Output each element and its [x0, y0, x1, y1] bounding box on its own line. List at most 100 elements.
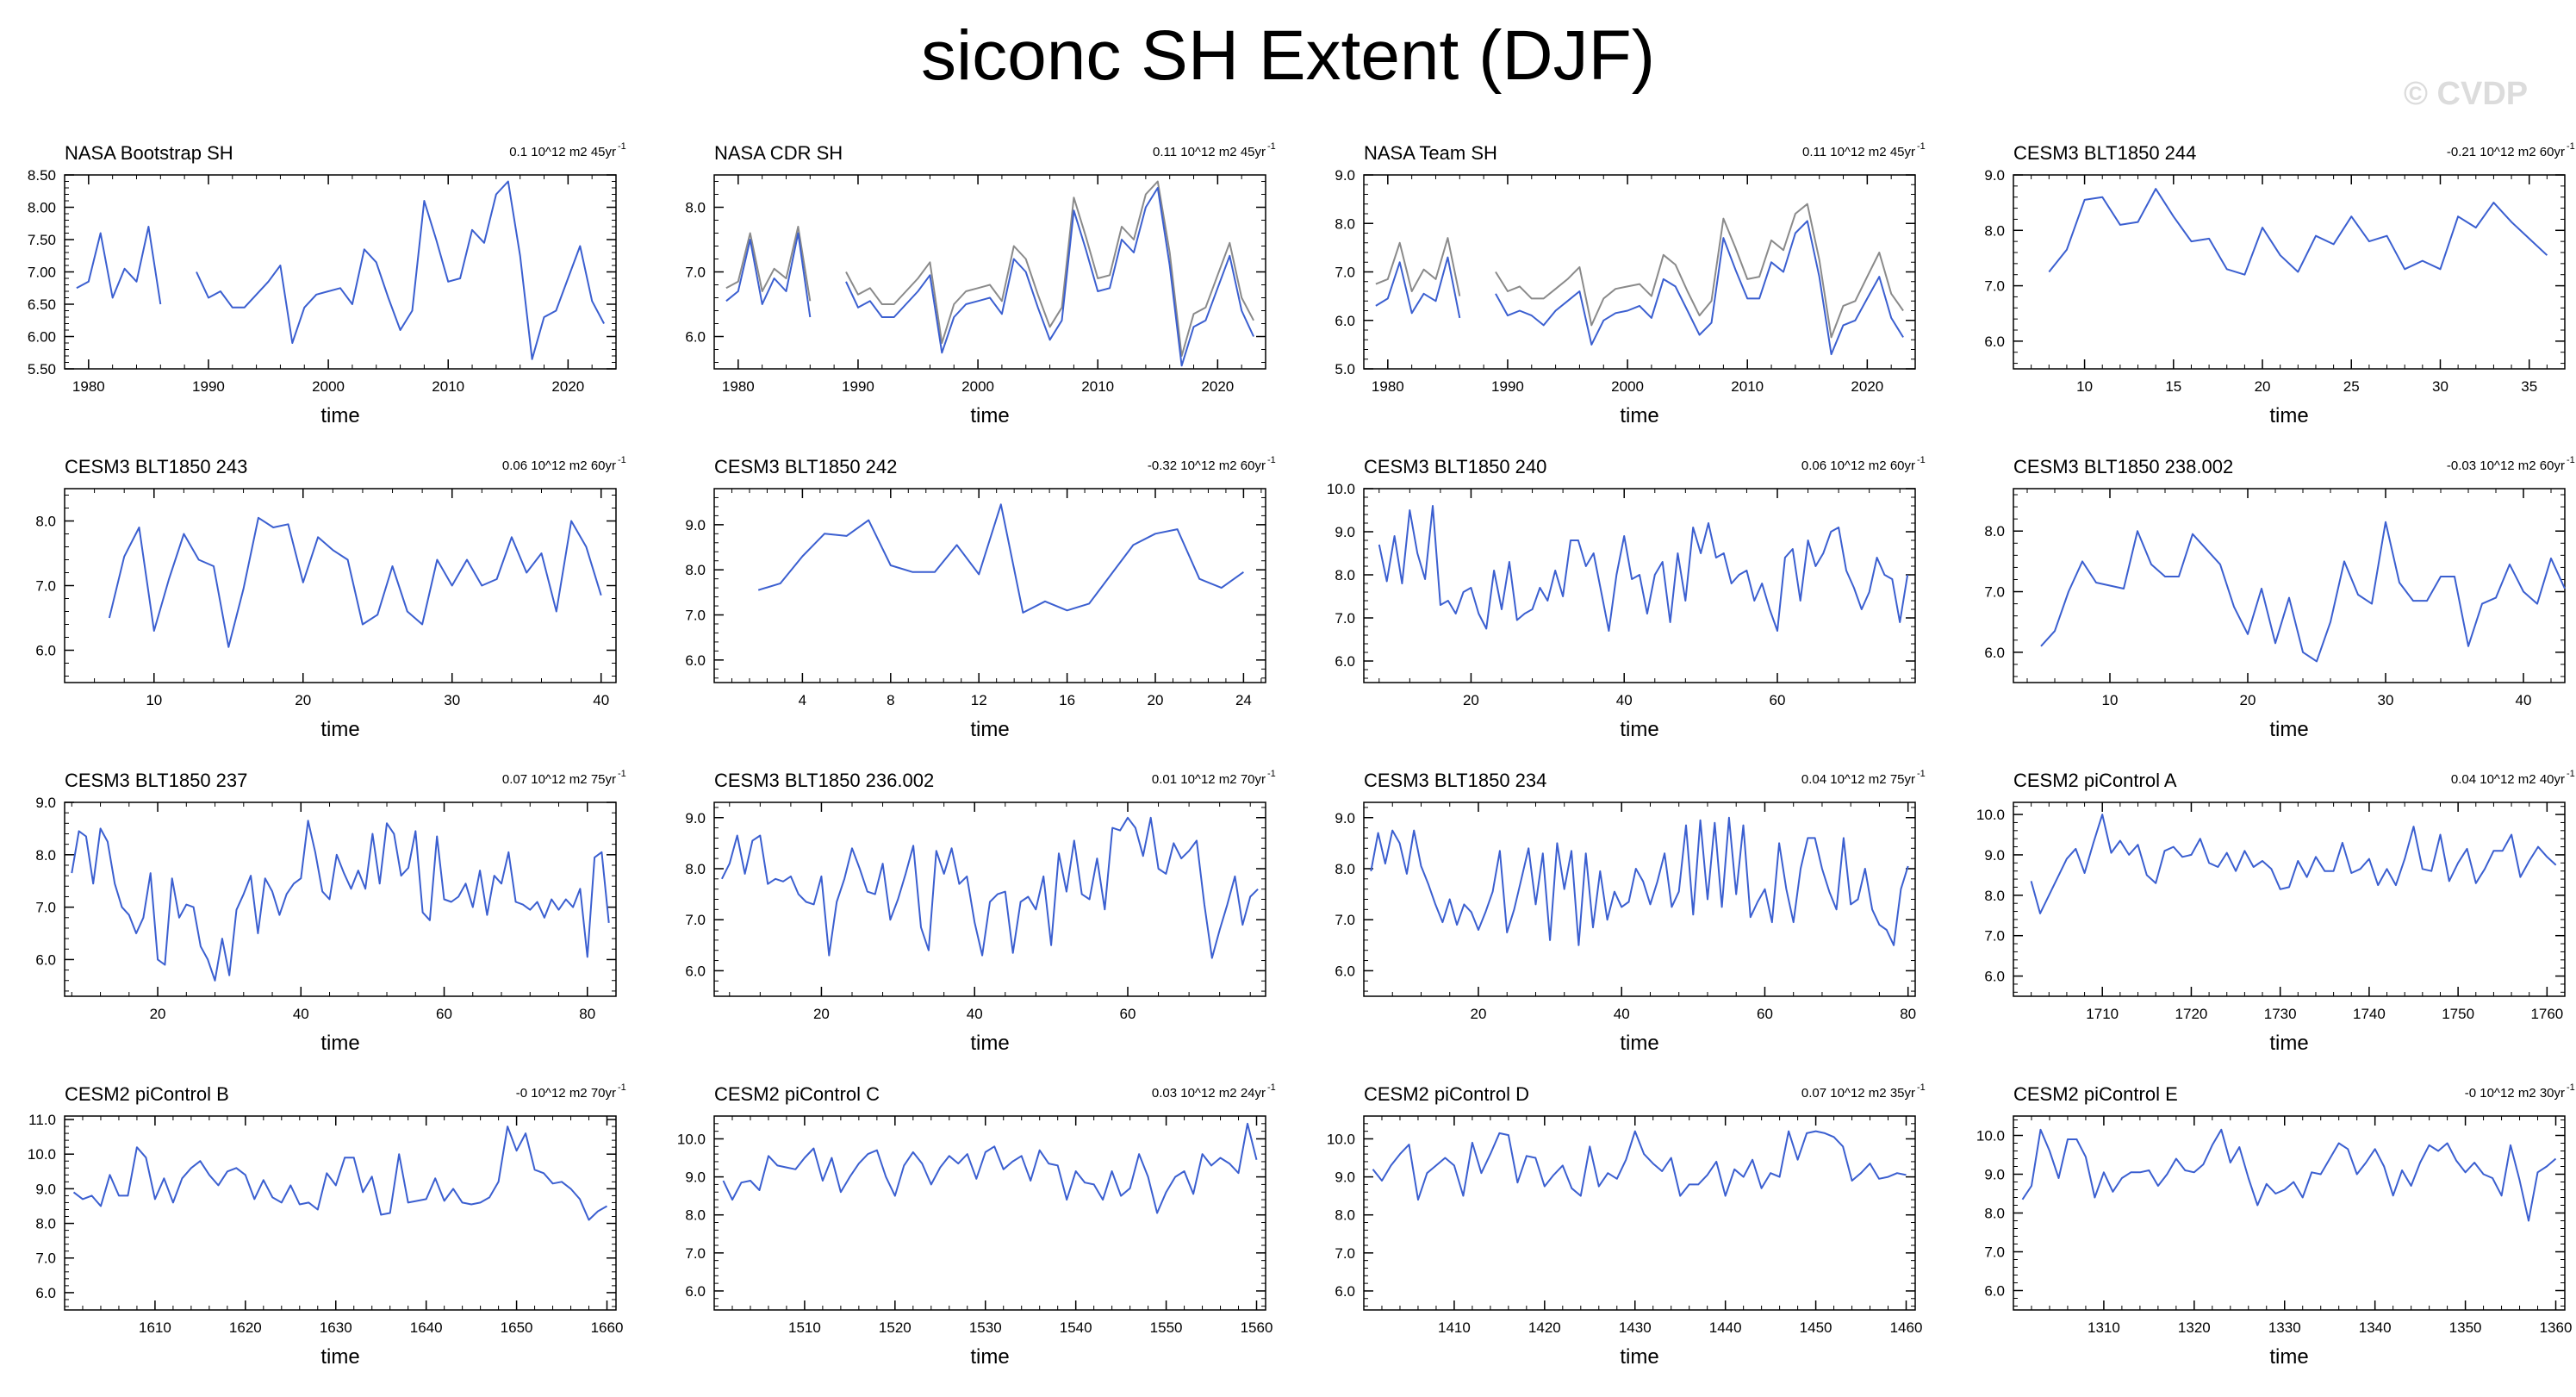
y-tick-label: 9.0 — [1984, 167, 2005, 184]
y-tick-label: 7.0 — [685, 608, 706, 624]
panel-trend: 0.07 10^12 m2 35yr — [1801, 1086, 1915, 1101]
y-tick-label: 8.0 — [1984, 222, 2005, 239]
panel-title: CESM2 piControl C — [714, 1083, 880, 1105]
x-tick-label: 1420 — [1528, 1319, 1561, 1336]
plot-frame — [713, 801, 1266, 997]
panel-title: CESM3 BLT1850 244 — [2013, 142, 2196, 164]
x-tick-label: 10 — [146, 692, 162, 708]
panel-trend-superscript: -1 — [1917, 1082, 1926, 1093]
panel-title: CESM2 piControl D — [1364, 1083, 1529, 1105]
y-tick-label: 7.0 — [35, 578, 56, 595]
x-tick-label: 1620 — [229, 1319, 262, 1336]
x-axis-label: time — [2269, 718, 2308, 741]
x-tick-label: 40 — [293, 1006, 309, 1022]
panel-trend-superscript: -1 — [618, 769, 626, 779]
y-tick-label: 10.0 — [1327, 1131, 1355, 1147]
x-tick-label: 40 — [593, 692, 609, 708]
x-tick-label: 1640 — [410, 1319, 443, 1336]
x-tick-label: 1310 — [2088, 1319, 2120, 1336]
page-title: siconc SH Extent (DJF) — [920, 16, 1656, 95]
series-line — [1375, 220, 1904, 356]
panel-title: CESM2 piControl E — [2013, 1083, 2178, 1105]
x-tick-label: 1350 — [2449, 1319, 2482, 1336]
x-tick-label: 40 — [1616, 692, 1633, 708]
x-axis-label: time — [320, 718, 359, 741]
y-tick-label: 5.0 — [1335, 361, 1355, 377]
observation-series-line — [1375, 203, 1904, 339]
panel-trend-superscript: -1 — [2567, 1082, 2575, 1093]
series-line — [1370, 816, 1909, 946]
y-tick-label: 7.0 — [685, 1245, 706, 1262]
panel-title: CESM3 BLT1850 240 — [1364, 456, 1546, 477]
y-tick-label: 7.50 — [28, 232, 56, 248]
series-line — [1378, 505, 1909, 632]
x-tick-label: 1750 — [2442, 1006, 2474, 1022]
x-tick-label: 30 — [2432, 378, 2448, 395]
x-tick-label: 30 — [444, 692, 460, 708]
panel-trend: 0.1 10^12 m2 45yr — [509, 145, 616, 159]
series-line — [2030, 814, 2557, 914]
panel-title: CESM3 BLT1850 238.002 — [2013, 456, 2233, 477]
y-tick-label: 6.0 — [685, 1283, 706, 1300]
series-line — [757, 503, 1244, 614]
y-tick-label: 6.00 — [28, 329, 56, 346]
y-tick-label: 9.0 — [35, 795, 56, 811]
x-tick-label: 20 — [150, 1006, 166, 1022]
panel-title: NASA Team SH — [1364, 142, 1497, 164]
x-tick-label: 2010 — [1731, 378, 1764, 395]
plot-frame — [2013, 1115, 2566, 1311]
y-tick-label: 9.0 — [685, 517, 706, 533]
x-tick-label: 20 — [1148, 692, 1164, 708]
x-tick-label: 1990 — [192, 378, 225, 395]
chart-panel: NASA CDR SH 0.11 10^12 m2 45yr -1 6.0 7.0 8.0… — [685, 141, 1275, 427]
y-tick-label: 6.0 — [1335, 313, 1355, 329]
x-tick-label: 1990 — [1491, 378, 1524, 395]
x-tick-label: 1430 — [1619, 1319, 1652, 1336]
chart-panel: CESM3 BLT1850 236.002 0.01 10^12 m2 70yr -… — [685, 769, 1275, 1055]
x-tick-label: 1360 — [2540, 1319, 2573, 1336]
panel-title: CESM3 BLT1850 234 — [1364, 770, 1546, 791]
y-tick-label: 6.0 — [1984, 1283, 2005, 1300]
plot-frame — [2013, 174, 2566, 370]
panel-trend: 0.01 10^12 m2 70yr — [1152, 772, 1266, 787]
chart-panel: CESM2 piControl C 0.03 10^12 m2 24yr -1 6.0… — [677, 1082, 1276, 1369]
x-tick-label: 12 — [971, 692, 987, 708]
y-tick-label: 8.0 — [35, 847, 56, 864]
series-line — [2048, 188, 2548, 276]
y-tick-label: 9.0 — [685, 810, 706, 826]
x-axis-label: time — [320, 1345, 359, 1369]
x-tick-label: 1730 — [2264, 1006, 2297, 1022]
x-tick-label: 60 — [1120, 1006, 1136, 1022]
x-tick-label: 80 — [1900, 1006, 1916, 1022]
x-axis-label: time — [2269, 1345, 2308, 1369]
x-tick-label: 20 — [813, 1006, 830, 1022]
panel-trend-superscript: -1 — [1917, 455, 1926, 465]
x-tick-label: 1720 — [2175, 1006, 2208, 1022]
y-tick-label: 5.50 — [28, 361, 56, 377]
x-tick-label: 1440 — [1709, 1319, 1742, 1336]
panel-trend-superscript: -1 — [1267, 769, 1276, 779]
y-tick-label: 6.0 — [1984, 645, 2005, 661]
x-tick-label: 1650 — [501, 1319, 533, 1336]
x-tick-label: 20 — [295, 692, 311, 708]
x-tick-label: 1980 — [1372, 378, 1404, 395]
y-tick-label: 10.0 — [28, 1146, 56, 1163]
series-line — [2040, 521, 2566, 663]
x-tick-label: 16 — [1059, 692, 1075, 708]
y-tick-label: 8.00 — [28, 200, 56, 216]
x-tick-label: 2000 — [961, 378, 994, 395]
y-tick-label: 6.0 — [35, 951, 56, 968]
y-tick-label: 7.0 — [1984, 584, 2005, 601]
panel-trend: 0.11 10^12 m2 45yr — [1153, 145, 1266, 159]
x-tick-label: 1330 — [2268, 1319, 2301, 1336]
x-tick-label: 20 — [1463, 692, 1479, 708]
panel-trend: -0.21 10^12 m2 60yr — [2447, 145, 2565, 159]
panel-title: CESM3 BLT1850 236.002 — [714, 770, 934, 791]
chart-panel: CESM3 BLT1850 244 -0.21 10^12 m2 60yr -1 6.… — [1984, 141, 2574, 427]
plot-frame — [2013, 488, 2566, 683]
panel-trend-superscript: -1 — [1267, 455, 1276, 465]
y-tick-label: 7.00 — [28, 265, 56, 281]
x-tick-label: 1340 — [2359, 1319, 2392, 1336]
series-line — [71, 820, 610, 982]
